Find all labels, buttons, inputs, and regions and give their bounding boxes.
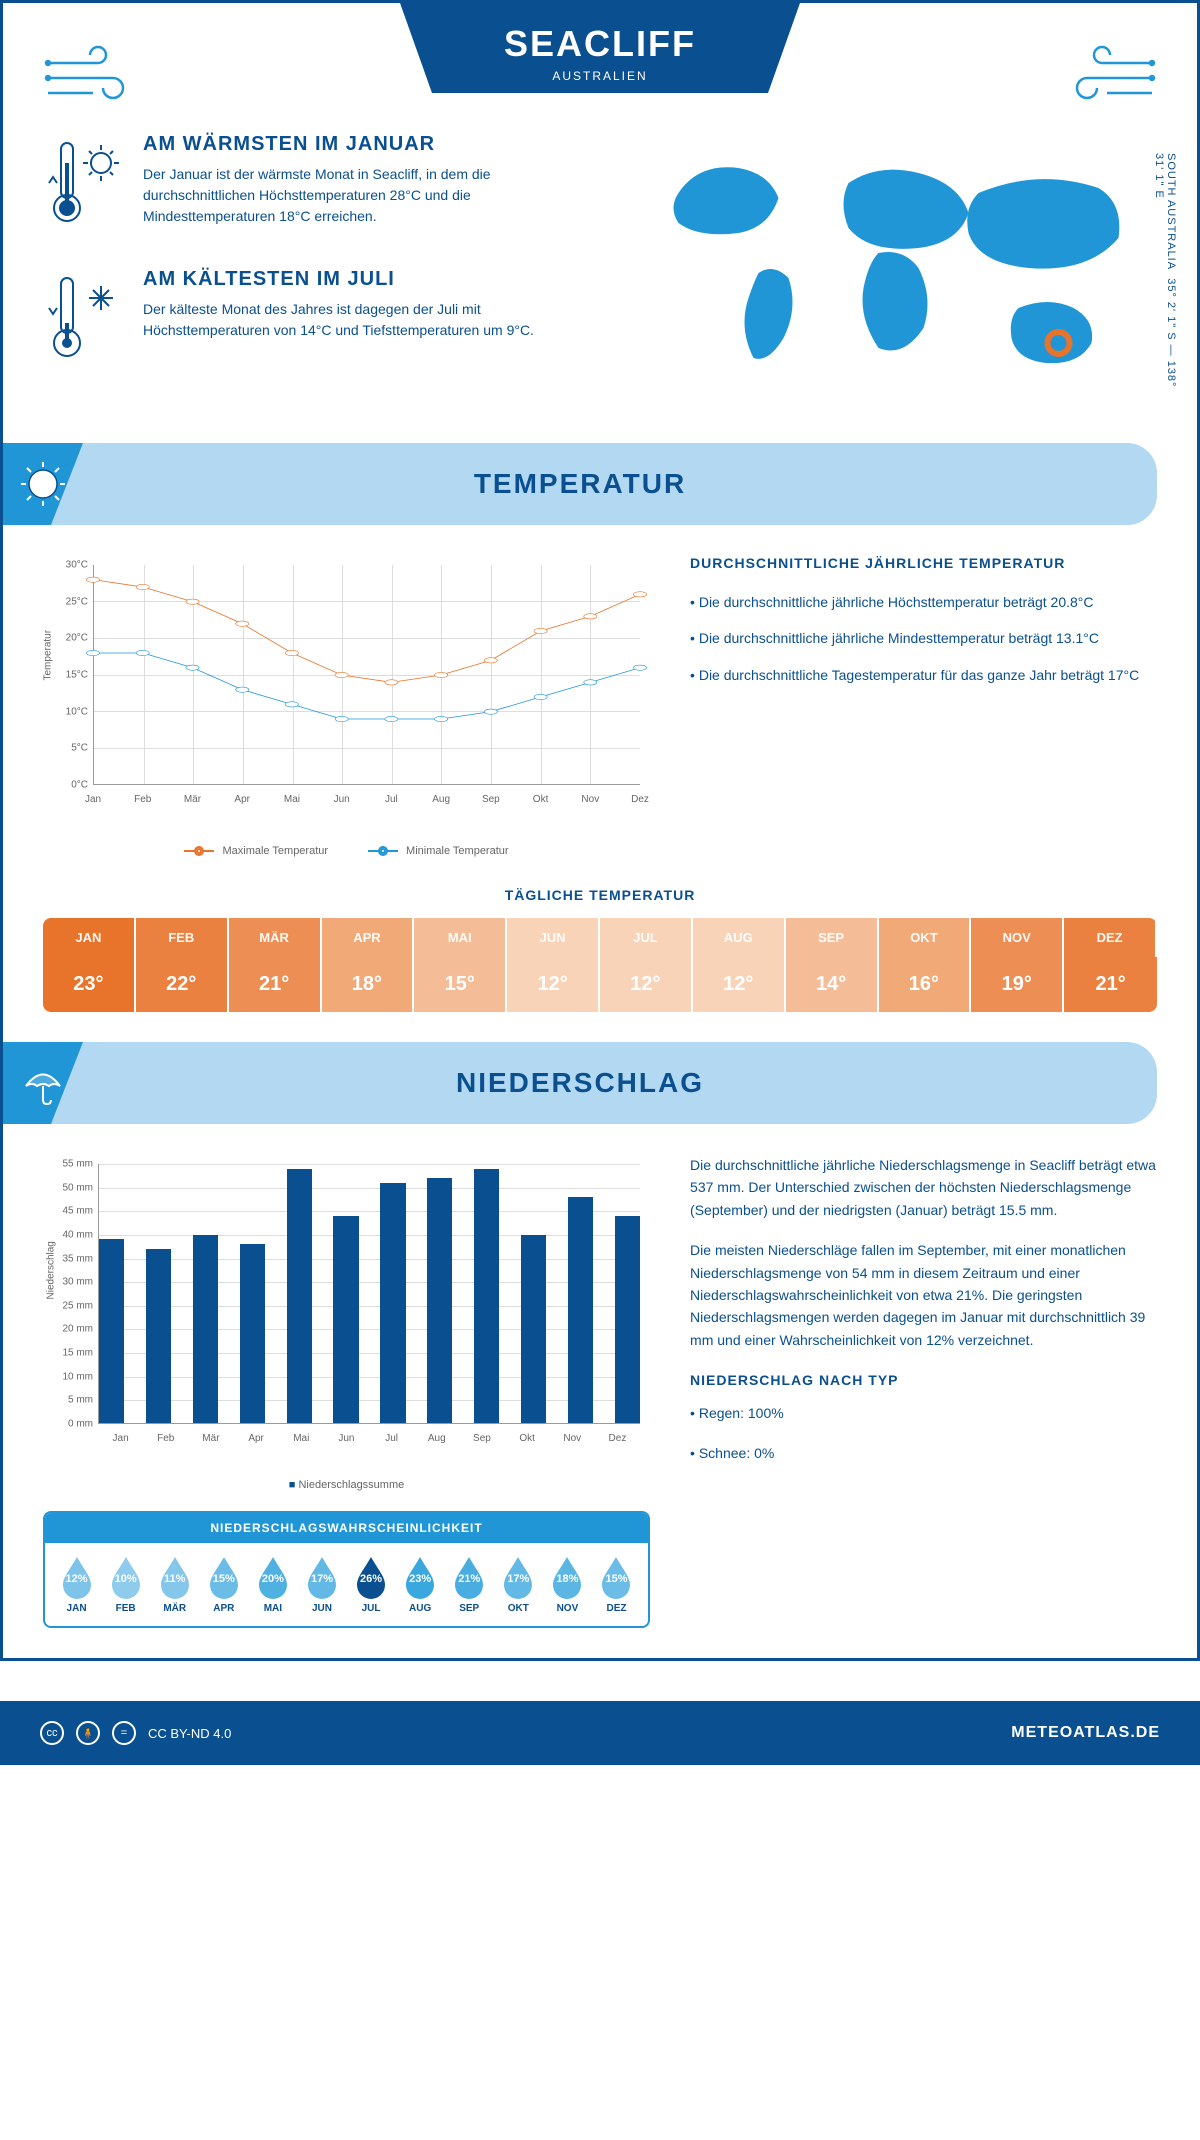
probability-drop: 15%APR xyxy=(200,1555,247,1614)
wind-icon-left xyxy=(43,43,143,118)
temp-bullet-1: • Die durchschnittliche jährliche Höchst… xyxy=(690,591,1157,613)
probability-drop: 11%MÄR xyxy=(151,1555,198,1614)
precip-para-1: Die durchschnittliche jährliche Niedersc… xyxy=(690,1154,1157,1221)
temperature-info: DURCHSCHNITTLICHE JÄHRLICHE TEMPERATUR •… xyxy=(690,555,1157,857)
precipitation-section-header: NIEDERSCHLAG xyxy=(3,1042,1157,1124)
coldest-text: Der kälteste Monat des Jahres ist dagege… xyxy=(143,299,580,341)
world-map-area: SOUTH AUSTRALIA 35° 2' 1" S — 138° 31' 1… xyxy=(620,133,1157,403)
precipitation-left: Niederschlag0 mm5 mm10 mm15 mm20 mm25 mm… xyxy=(43,1154,650,1628)
wind-icon-right xyxy=(1057,43,1157,118)
temperature-line-chart: Temperatur0°C5°C10°C15°C20°C25°C30°CJanF… xyxy=(43,555,650,857)
temp-bullet-3: • Die durchschnittliche Tagestemperatur … xyxy=(690,664,1157,686)
probability-drop: 12%JAN xyxy=(53,1555,100,1614)
daily-temp-heading: TÄGLICHE TEMPERATUR xyxy=(43,887,1157,903)
probability-drop: 17%OKT xyxy=(495,1555,542,1614)
country-subtitle: AUSTRALIEN xyxy=(500,69,700,83)
probability-drop: 15%DEZ xyxy=(593,1555,640,1614)
nd-icon: = xyxy=(112,1721,136,1745)
license-text: CC BY-ND 4.0 xyxy=(148,1726,231,1741)
bar-chart-legend: Niederschlagssumme xyxy=(43,1479,650,1491)
probability-drop: 18%NOV xyxy=(544,1555,591,1614)
warmest-heading: AM WÄRMSTEN IM JANUAR xyxy=(143,133,580,156)
by-icon: 🧍 xyxy=(76,1721,100,1745)
coldest-heading: AM KÄLTESTEN IM JULI xyxy=(143,268,580,291)
precipitation-bar-chart: Niederschlag0 mm5 mm10 mm15 mm20 mm25 mm… xyxy=(43,1154,650,1474)
temperature-title: TEMPERATUR xyxy=(43,468,1117,500)
coldest-fact: AM KÄLTESTEN IM JULI Der kälteste Monat … xyxy=(43,268,580,373)
probability-heading: NIEDERSCHLAGSWAHRSCHEINLICHKEIT xyxy=(45,1513,648,1543)
location-title: SEACLIFF xyxy=(500,23,700,65)
infographic-container: SEACLIFF AUSTRALIEN AM WÄRMSTEN IM JANUA… xyxy=(0,0,1200,1661)
probability-drop: 17%JUN xyxy=(298,1555,345,1614)
license-area: cc 🧍 = CC BY-ND 4.0 xyxy=(40,1721,231,1745)
daily-temp-table: JANFEBMÄRAPRMAIJUNJULAUGSEPOKTNOVDEZ23°2… xyxy=(43,918,1157,1012)
precipitation-title: NIEDERSCHLAG xyxy=(43,1067,1117,1099)
precip-para-2: Die meisten Niederschläge fallen im Sept… xyxy=(690,1239,1157,1351)
footer: cc 🧍 = CC BY-ND 4.0 METEOATLAS.DE xyxy=(0,1701,1200,1765)
probability-drop: 10%FEB xyxy=(102,1555,149,1614)
probability-drop: 20%MAI xyxy=(249,1555,296,1614)
warmest-text: Der Januar ist der wärmste Monat in Seac… xyxy=(143,164,580,227)
precip-type-snow: • Schnee: 0% xyxy=(690,1442,1157,1464)
precipitation-text: Die durchschnittliche jährliche Niedersc… xyxy=(690,1154,1157,1628)
title-banner: SEACLIFF AUSTRALIEN xyxy=(400,3,800,93)
coordinates: SOUTH AUSTRALIA 35° 2' 1" S — 138° 31' 1… xyxy=(1153,153,1177,403)
intro-facts: AM WÄRMSTEN IM JANUAR Der Januar ist der… xyxy=(43,133,580,403)
temp-bullet-2: • Die durchschnittliche jährliche Mindes… xyxy=(690,627,1157,649)
warmest-fact: AM WÄRMSTEN IM JANUAR Der Januar ist der… xyxy=(43,133,580,238)
precipitation-content: Niederschlag0 mm5 mm10 mm15 mm20 mm25 mm… xyxy=(43,1154,1157,1628)
line-chart-legend: Maximale TemperaturMinimale Temperatur xyxy=(43,845,650,857)
intro-section: AM WÄRMSTEN IM JANUAR Der Januar ist der… xyxy=(43,133,1157,403)
temperature-content: Temperatur0°C5°C10°C15°C20°C25°C30°CJanF… xyxy=(43,555,1157,857)
temp-info-heading: DURCHSCHNITTLICHE JÄHRLICHE TEMPERATUR xyxy=(690,555,1157,571)
probability-drop: 26%JUL xyxy=(348,1555,395,1614)
precip-type-rain: • Regen: 100% xyxy=(690,1402,1157,1424)
thermometer-snow-icon xyxy=(43,268,123,373)
probability-drop: 23%AUG xyxy=(397,1555,444,1614)
header: SEACLIFF AUSTRALIEN xyxy=(43,33,1157,93)
cc-icon: cc xyxy=(40,1721,64,1745)
world-map-icon xyxy=(620,133,1157,393)
temperature-section-header: TEMPERATUR xyxy=(3,443,1157,525)
brand-text: METEOATLAS.DE xyxy=(1011,1724,1160,1742)
probability-drop: 21%SEP xyxy=(446,1555,493,1614)
probability-box: NIEDERSCHLAGSWAHRSCHEINLICHKEIT 12%JAN10… xyxy=(43,1511,650,1628)
thermometer-sun-icon xyxy=(43,133,123,238)
precip-type-heading: NIEDERSCHLAG NACH TYP xyxy=(690,1369,1157,1391)
